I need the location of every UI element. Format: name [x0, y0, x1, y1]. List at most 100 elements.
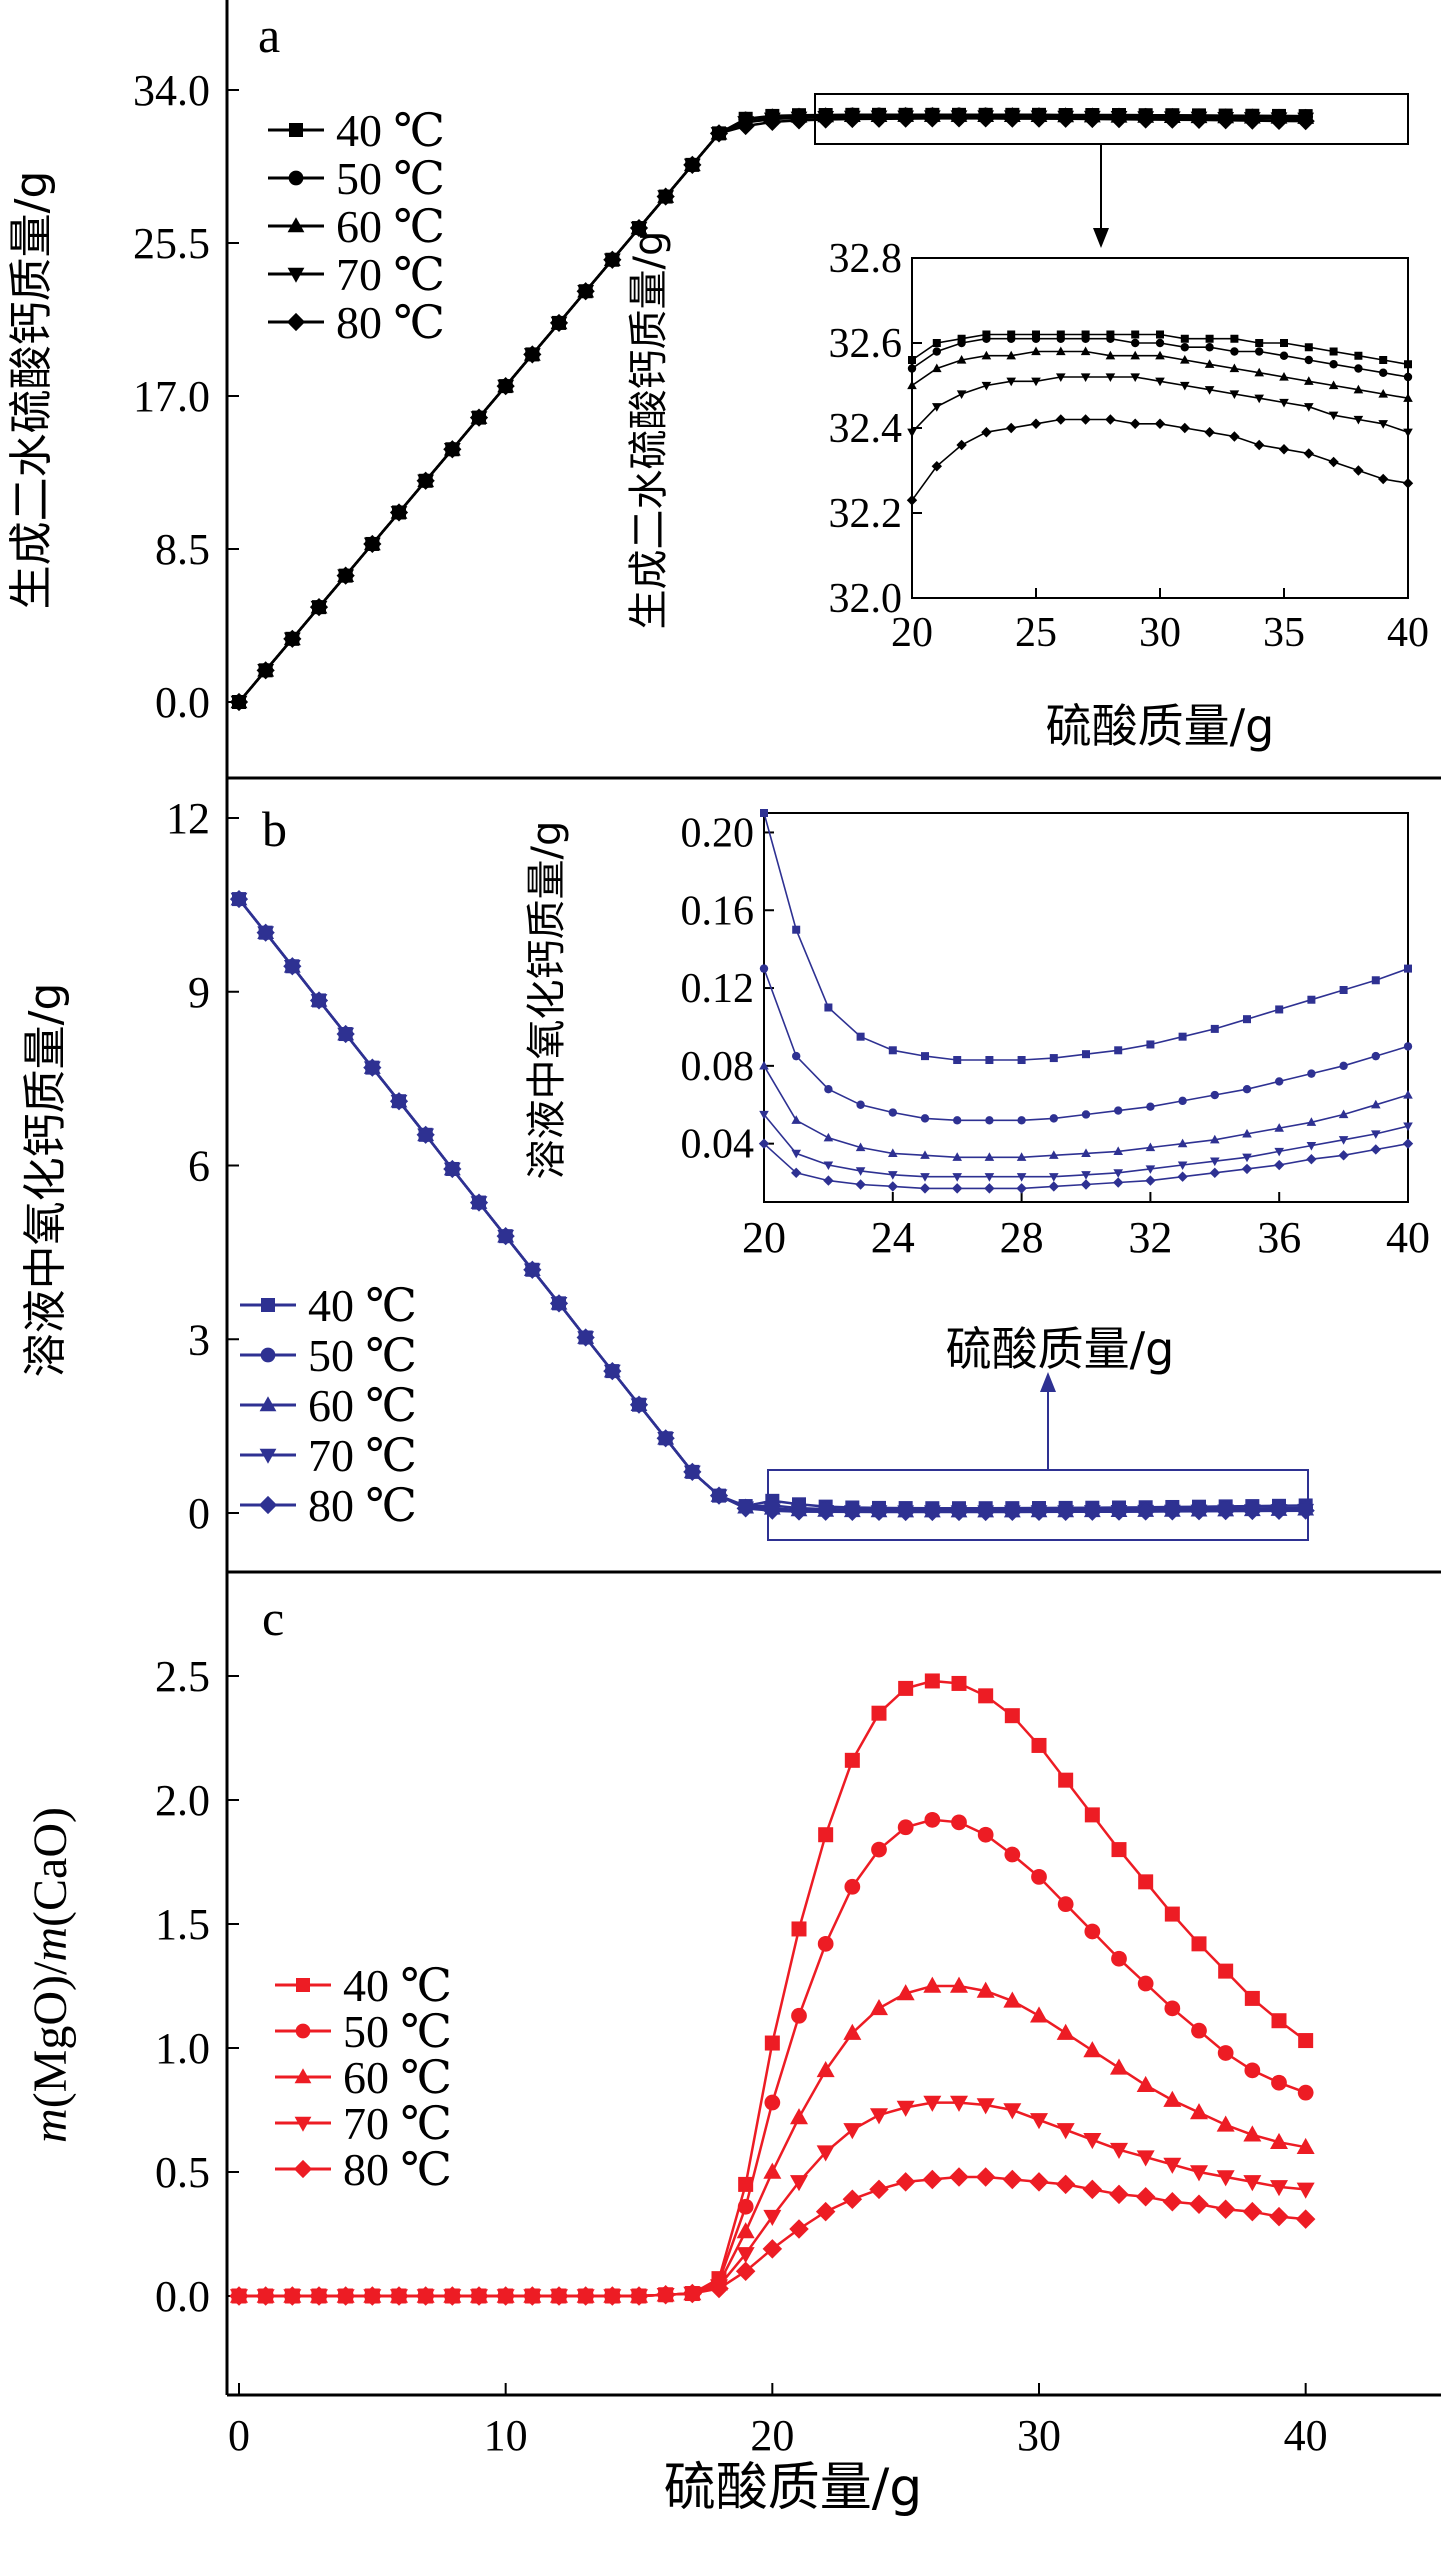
panel-a-data-point — [1243, 111, 1262, 130]
panel-a-inset-data-point — [1056, 346, 1066, 356]
panel-a-inset-data-point — [1304, 403, 1314, 412]
panel-a-inset-data-point — [1353, 384, 1364, 394]
panel-b-data-point — [1083, 1502, 1102, 1521]
panel-b-y-tick-label: 6 — [188, 1142, 210, 1191]
panel-c-data-point — [790, 2108, 808, 2125]
panel-a-inset-data-point — [957, 334, 966, 343]
panel-a-inset-data-point — [932, 363, 942, 373]
panel-b-inset-y-tick-label: 0.12 — [681, 966, 755, 1012]
panel-a-legend-label: 80 ℃ — [336, 297, 445, 348]
panel-c-data-point — [1216, 2115, 1235, 2132]
panel-c-data-point — [1164, 1906, 1180, 1922]
panel-c-data-point — [843, 2023, 862, 2040]
panel-b-inset-data-point — [1210, 1134, 1220, 1144]
panel-c-data-point — [1084, 1923, 1101, 1940]
panel-a-y-tick-label: 34.0 — [133, 66, 210, 115]
panel-c-data-point — [1111, 1950, 1127, 1967]
panel-b-inset-data-point — [952, 1173, 962, 1182]
panel-c-data-point — [1056, 2023, 1075, 2040]
panel-c-data-point — [922, 2169, 943, 2190]
panel-a-inset-data-point — [1007, 330, 1016, 339]
panel-c-y-tick-label: 1.0 — [155, 2024, 210, 2073]
panel-a-inset-data-point — [1180, 355, 1190, 364]
panel-b-inset-data-point — [855, 1167, 866, 1176]
panel-b-inset-data-point — [1307, 1069, 1316, 1078]
panel-a: a 0.0 8.5 17.0 25.5 34.0 生成二水硫酸钙质量/g 40 ℃50 ℃60… — [6, 7, 1429, 753]
panel-a-inset-data-point — [1007, 334, 1016, 343]
panel-a-inset-data-point — [982, 334, 991, 343]
panel-c-y-tick-label: 0.5 — [155, 2148, 210, 2197]
panel-b-inset-data-point — [1178, 1032, 1187, 1041]
panel-b-data-point — [576, 1328, 595, 1347]
panel-c-data-point — [735, 2261, 756, 2281]
panel-a-data-point — [629, 218, 649, 238]
panel-c-data-point — [949, 2167, 969, 2187]
panel-b-inset-data-point — [920, 1173, 930, 1182]
panel-a-series-5 — [229, 109, 1315, 712]
panel-b-data-point — [923, 1502, 942, 1522]
panel-a-inset-data-point — [908, 356, 916, 364]
panel-a-inset-data-point — [1179, 422, 1190, 434]
panel-c-data-point — [791, 1921, 807, 1937]
panel-b-y-tick-label: 0 — [188, 1489, 210, 1538]
panel-b-inset-data-point — [1404, 964, 1412, 973]
panel-c-data-point — [309, 2286, 329, 2306]
panel-b-inset-data-point — [792, 1051, 801, 1061]
panel-b-data-point — [309, 991, 329, 1010]
panel-b-inset-data-point — [1016, 1173, 1027, 1182]
panel-c-data-point — [1110, 2058, 1128, 2075]
panel-c-data-point — [522, 2286, 543, 2306]
panel-a-inset-data-point — [1105, 350, 1116, 360]
panel-b-inset-data-point — [823, 1161, 834, 1171]
panel-a-data-point — [1003, 109, 1022, 128]
panel-b-inset-data-point — [1242, 1084, 1252, 1094]
panel-a-data-point — [1163, 110, 1182, 129]
panel-b-inset-series-line — [763, 812, 1409, 1061]
panel-b-inset-series-2 — [759, 964, 1413, 1125]
panel-b-data-point — [736, 1499, 755, 1518]
panel-c-data-point — [1242, 2201, 1263, 2222]
panel-c-data-point — [896, 1984, 915, 2001]
panel-b-data-point — [1029, 1502, 1049, 1521]
panel-c-data-point — [896, 2100, 915, 2117]
panel-a-inset-data-point — [1131, 338, 1140, 348]
panel-b-inset-data-point — [1146, 1040, 1155, 1049]
panel-c-data-point — [1137, 1975, 1154, 1992]
panel-a-inset-data-point — [1278, 444, 1290, 455]
panel-a-inset-data-point — [1030, 418, 1042, 429]
panel-b-inset-y-tick-label: 0.08 — [681, 1044, 755, 1090]
panel-c-data-point — [736, 2247, 755, 2264]
panel-b-inset-data-point — [1370, 1144, 1381, 1155]
panel-a-data-point — [843, 109, 862, 129]
panel-a-data-point — [949, 109, 969, 128]
panel-b-legend-label: 70 ℃ — [308, 1430, 417, 1481]
panel-a-inset-data-point — [1255, 347, 1264, 356]
panel-a-inset-data-point — [1402, 478, 1414, 489]
panel-a-inset-y-tick-label: 32.0 — [829, 576, 903, 622]
panel-a-inset-data-point — [1155, 350, 1165, 360]
panel-b-inset-data-point — [1017, 1116, 1026, 1125]
panel-c-data-point — [869, 2179, 889, 2200]
panel-b-legend-label: 80 ℃ — [308, 1480, 417, 1531]
panel-b-inset-data-point — [792, 925, 801, 934]
panel-b-inset-data-point — [888, 1171, 898, 1180]
panel-b-data-point — [1189, 1502, 1209, 1521]
panel-b-inset-data-point — [1016, 1152, 1027, 1161]
panel-b-inset-data-point — [1210, 1157, 1220, 1167]
panel-c-data-point — [1244, 1990, 1260, 2006]
panel-a-inset-data-point — [1404, 360, 1412, 369]
panel-b-y-axis-label: 溶液中氧化钙质量/g — [20, 983, 71, 1378]
panel-a-inset-y-axis-label: 生成二水硫酸钙质量/g — [626, 231, 672, 630]
panel-b-legend-marker — [260, 1347, 276, 1363]
panel-a-inset-data-point — [1279, 398, 1289, 408]
panel-b-inset-data-point — [1177, 1171, 1188, 1182]
panel-c-data-point — [1269, 2206, 1289, 2227]
panel-b-inset-x-tick-label: 36 — [1257, 1213, 1301, 1262]
panel-c-legend-label: 60 ℃ — [343, 2052, 452, 2103]
panel-b-inset-x-tick-label: 40 — [1386, 1213, 1430, 1262]
panel-b-inset-y-tick-label: 0.04 — [681, 1122, 755, 1168]
panel-a-inset-data-point — [1081, 330, 1090, 339]
panel-a-inset-x-tick-label: 30 — [1139, 610, 1181, 656]
panel-c-data-point — [951, 1814, 967, 1831]
